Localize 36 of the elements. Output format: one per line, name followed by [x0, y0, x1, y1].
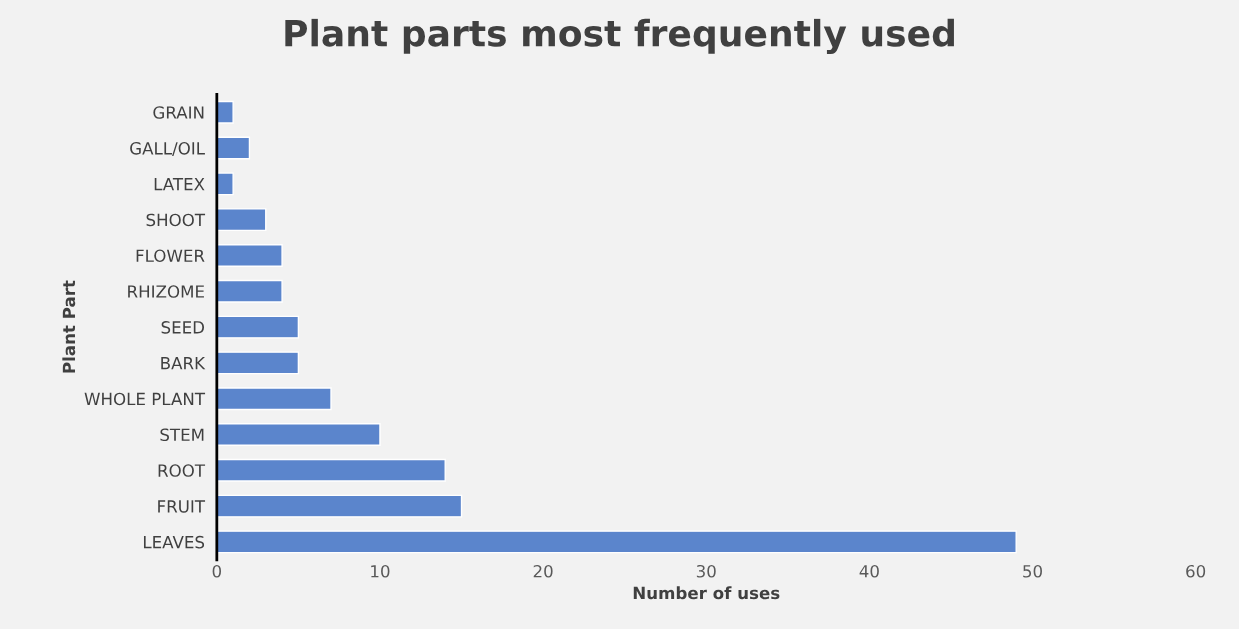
y-tick-label: ROOT	[158, 464, 206, 477]
y-tick-label: BARK	[161, 357, 206, 370]
x-tick-label: 50	[1023, 564, 1042, 578]
y-tick-label: LEAVES	[143, 535, 205, 549]
x-tick-label: 30	[696, 564, 716, 578]
bar	[216, 172, 234, 196]
bar	[216, 315, 300, 339]
x-tick-label: 10	[371, 564, 390, 578]
x-axis-title: Number of uses	[633, 586, 780, 600]
x-tick-label: 0	[212, 564, 222, 578]
bar	[216, 387, 332, 411]
y-axis-title: Plant Part	[62, 280, 76, 373]
x-tick-label: 40	[859, 564, 879, 578]
bar	[216, 208, 267, 232]
y-tick-label: SHOOT	[146, 213, 206, 227]
x-tick-label: 20	[533, 564, 553, 578]
x-tick-label: 60	[1186, 564, 1206, 578]
y-tick-label: GALL/OIL	[130, 142, 205, 156]
chart-title: Plant parts most frequently used	[285, 18, 954, 55]
bar	[216, 423, 381, 446]
y-tick-label: SEED	[161, 321, 205, 334]
bar	[216, 494, 463, 518]
y-tick-label: GRAIN	[153, 106, 204, 119]
bar	[216, 530, 1017, 554]
y-tick-label: STEM	[160, 428, 204, 442]
y-tick-label: WHOLE PLANT	[84, 392, 206, 406]
y-tick-label: RHIZOME	[128, 285, 204, 298]
bar	[216, 351, 300, 375]
y-tick-label: FLOWER	[136, 249, 205, 263]
bar	[216, 244, 283, 267]
bar	[216, 458, 446, 482]
y-tick-label: LATEX	[154, 178, 205, 191]
bar	[216, 279, 283, 303]
bar	[216, 136, 251, 160]
y-tick-label: FRUIT	[158, 500, 206, 513]
bar	[216, 100, 234, 124]
